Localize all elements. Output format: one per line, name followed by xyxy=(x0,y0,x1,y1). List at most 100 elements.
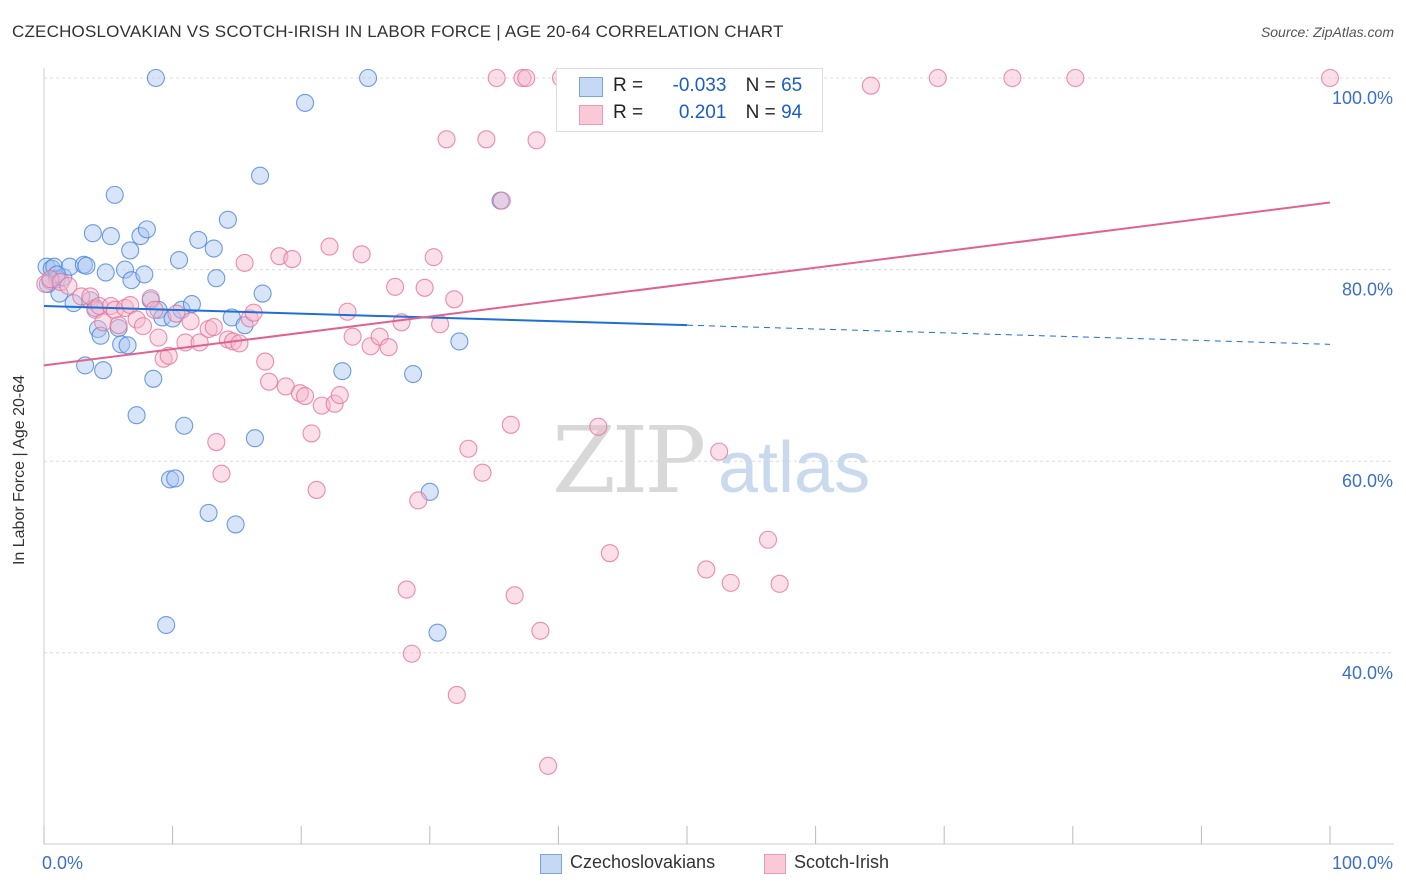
data-point-czechoslovakians xyxy=(175,416,194,435)
bottom-legend-czechoslovakians: Czechoslovakians xyxy=(570,852,716,872)
data-point-scotch-irish xyxy=(307,480,326,499)
data-point-scotch-irish xyxy=(409,491,428,510)
data-point-scotch-irish xyxy=(392,313,411,332)
data-point-czechoslovakians xyxy=(296,93,315,112)
legend-row-pink: R = 0.201 N = 94 xyxy=(613,102,802,126)
bottom-legend-swatch-scotch-irish xyxy=(764,854,786,874)
data-point-czechoslovakians xyxy=(115,260,135,279)
legend-n-label: N = xyxy=(745,75,776,96)
data-point-czechoslovakians xyxy=(245,429,264,448)
data-point-scotch-irish xyxy=(159,346,178,365)
data-point-czechoslovakians xyxy=(77,256,96,275)
data-point-czechoslovakians xyxy=(204,239,223,258)
data-point-scotch-irish xyxy=(256,352,275,371)
data-point-scotch-irish xyxy=(133,317,153,336)
data-point-czechoslovakians xyxy=(105,185,124,204)
legend-n-label: N = xyxy=(745,102,776,123)
data-point-scotch-irish xyxy=(1066,68,1085,88)
data-point-scotch-irish xyxy=(721,573,740,592)
data-point-scotch-irish xyxy=(81,287,100,306)
tick-labels: 100.0% 80.0% 60.0% 40.0% 0.0% 100.0% xyxy=(42,88,1393,873)
legend-swatch-blue xyxy=(579,77,603,97)
data-point-czechoslovakians xyxy=(131,227,150,246)
data-point-czechoslovakians xyxy=(404,364,423,384)
data-point-scotch-irish xyxy=(710,442,729,461)
legend-row-blue: R = -0.033 N = 65 xyxy=(613,75,802,99)
y-tick-label: 100.0% xyxy=(1332,88,1393,108)
data-point-scotch-irish xyxy=(320,237,339,256)
data-point-scotch-irish xyxy=(296,387,315,406)
data-point-czechoslovakians xyxy=(333,362,352,381)
data-point-czechoslovakians xyxy=(146,68,165,88)
data-point-scotch-irish xyxy=(338,302,357,321)
data-point-scotch-irish xyxy=(36,274,55,294)
data-point-scotch-irish xyxy=(1320,68,1340,88)
data-point-scotch-irish xyxy=(330,386,349,405)
legend-r-value: -0.033 xyxy=(672,75,727,96)
legend-n-value: 65 xyxy=(781,75,803,96)
data-point-scotch-irish xyxy=(492,191,511,210)
data-point-scotch-irish xyxy=(477,130,496,149)
trend-line-czechoslovakians xyxy=(43,305,688,327)
data-point-scotch-irish xyxy=(290,384,309,403)
data-point-scotch-irish xyxy=(343,327,362,346)
data-point-czechoslovakians xyxy=(218,210,237,229)
data-point-scotch-irish xyxy=(235,253,254,272)
data-point-scotch-irish xyxy=(770,574,789,593)
data-point-czechoslovakians xyxy=(121,241,140,260)
data-point-scotch-irish xyxy=(531,621,550,640)
data-point-scotch-irish xyxy=(230,334,249,353)
data-point-czechoslovakians xyxy=(169,250,189,270)
data-point-scotch-irish xyxy=(505,586,524,605)
data-point-scotch-irish xyxy=(589,417,608,436)
chart-title: CZECHOSLOVAKIAN VS SCOTCH-IRISH IN LABOR… xyxy=(12,22,784,41)
data-point-scotch-irish xyxy=(402,644,421,663)
data-point-czechoslovakians xyxy=(160,470,180,489)
y-tick-label: 80.0% xyxy=(1342,280,1393,300)
data-point-czechoslovakians xyxy=(101,227,120,246)
data-point-scotch-irish xyxy=(94,313,113,332)
data-point-czechoslovakians xyxy=(199,503,218,522)
data-point-scotch-irish xyxy=(501,415,520,434)
data-point-scotch-irish xyxy=(437,130,456,149)
data-point-scotch-irish xyxy=(302,424,321,443)
data-point-scotch-irish xyxy=(600,544,619,563)
data-point-scotch-irish xyxy=(59,276,78,295)
data-point-scotch-irish xyxy=(204,318,223,337)
legend-n-value: 94 xyxy=(781,102,803,123)
data-point-czechoslovakians xyxy=(96,263,115,282)
data-point-scotch-irish xyxy=(379,338,398,357)
data-point-scotch-irish xyxy=(517,68,536,88)
data-point-scotch-irish xyxy=(361,337,380,356)
data-point-scotch-irish xyxy=(370,327,389,346)
data-point-scotch-irish xyxy=(539,756,558,775)
data-point-czechoslovakians xyxy=(83,224,102,243)
data-point-czechoslovakians xyxy=(137,220,156,239)
data-point-czechoslovakians xyxy=(250,166,270,185)
data-point-scotch-irish xyxy=(459,439,478,458)
data-point-scotch-irish xyxy=(141,289,160,308)
data-point-scotch-irish xyxy=(473,463,492,482)
data-point-czechoslovakians xyxy=(166,469,185,488)
data-point-scotch-irish xyxy=(447,685,466,705)
data-point-czechoslovakians xyxy=(253,284,272,303)
data-point-scotch-irish xyxy=(928,68,947,88)
axes xyxy=(43,68,1394,845)
data-point-scotch-irish xyxy=(127,310,146,329)
bottom-legend-scotch-irish: Scotch-Irish xyxy=(794,852,890,872)
data-point-czechoslovakians xyxy=(189,230,208,249)
data-point-scotch-irish xyxy=(861,76,880,95)
data-point-scotch-irish xyxy=(386,277,405,296)
data-point-czechoslovakians xyxy=(91,326,110,345)
data-point-czechoslovakians xyxy=(359,68,378,88)
data-point-czechoslovakians xyxy=(144,369,163,388)
data-point-scotch-irish xyxy=(207,432,226,452)
legend-r-label: R = xyxy=(613,75,644,96)
data-point-scotch-irish xyxy=(397,580,416,599)
data-point-czechoslovakians xyxy=(118,336,137,355)
data-point-scotch-irish xyxy=(325,394,344,413)
legend-swatch-pink xyxy=(579,105,603,125)
bottom-legend-swatch-czechoslovakians xyxy=(540,854,562,874)
data-point-scotch-irish xyxy=(424,248,443,267)
